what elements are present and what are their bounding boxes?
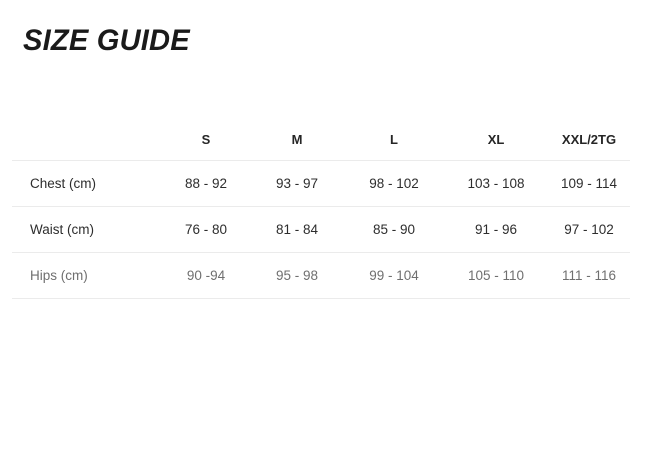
- cell-chest-m: 93 - 97: [275, 176, 319, 191]
- size-guide-table: S M L XL XXL/2TG Chest (cm) 88 - 92 93 -…: [12, 118, 630, 299]
- cell-waist-s: 76 - 80: [184, 222, 228, 237]
- cell-waist-xl: 91 - 96: [474, 222, 518, 237]
- table-row: Chest (cm) 88 - 92 93 - 97 98 - 102 103 …: [12, 160, 630, 207]
- row-label-waist: Waist (cm): [30, 222, 94, 237]
- table-row: Waist (cm) 76 - 80 81 - 84 85 - 90 91 - …: [12, 206, 630, 253]
- row-label-chest: Chest (cm): [30, 176, 97, 191]
- cell-chest-l: 98 - 102: [369, 176, 419, 191]
- column-header-m: M: [291, 131, 303, 147]
- column-header-xl: XL: [487, 131, 505, 147]
- cell-hips-xl: 105 - 110: [467, 268, 525, 283]
- page-title: SIZE GUIDE: [23, 24, 190, 57]
- column-header-s: S: [201, 131, 211, 147]
- cell-hips-xxl: 111 - 116: [561, 268, 617, 283]
- cell-hips-l: 99 - 104: [369, 268, 419, 283]
- row-label-hips: Hips (cm): [30, 268, 88, 283]
- table-header: S M L XL XXL/2TG: [12, 118, 630, 161]
- cell-chest-xxl: 109 - 114: [560, 176, 618, 191]
- table-body: Chest (cm) 88 - 92 93 - 97 98 - 102 103 …: [12, 160, 630, 299]
- column-header-measurement: [12, 118, 162, 161]
- column-header-xxl: XXL/2TG: [561, 131, 617, 147]
- cell-chest-s: 88 - 92: [184, 176, 228, 191]
- cell-waist-l: 85 - 90: [372, 222, 416, 237]
- cell-waist-xxl: 97 - 102: [564, 222, 614, 237]
- table-header-row: S M L XL XXL/2TG: [12, 118, 630, 161]
- table-row: Hips (cm) 90 -94 95 - 98 99 - 104 105 - …: [12, 252, 630, 299]
- cell-chest-xl: 103 - 108: [467, 176, 525, 191]
- cell-waist-m: 81 - 84: [275, 222, 319, 237]
- column-header-l: L: [390, 131, 398, 147]
- cell-hips-s: 90 -94: [186, 268, 226, 283]
- cell-hips-m: 95 - 98: [275, 268, 319, 283]
